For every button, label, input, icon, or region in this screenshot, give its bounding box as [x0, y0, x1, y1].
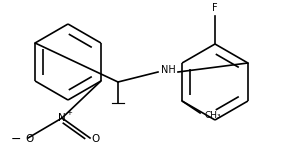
- Text: CH₃: CH₃: [204, 112, 221, 121]
- Text: +: +: [66, 110, 72, 116]
- Text: N: N: [58, 113, 66, 123]
- Text: NH: NH: [161, 65, 175, 75]
- Text: O: O: [25, 134, 33, 144]
- Text: O: O: [91, 134, 99, 144]
- Text: F: F: [212, 3, 218, 13]
- Text: −: −: [11, 133, 21, 145]
